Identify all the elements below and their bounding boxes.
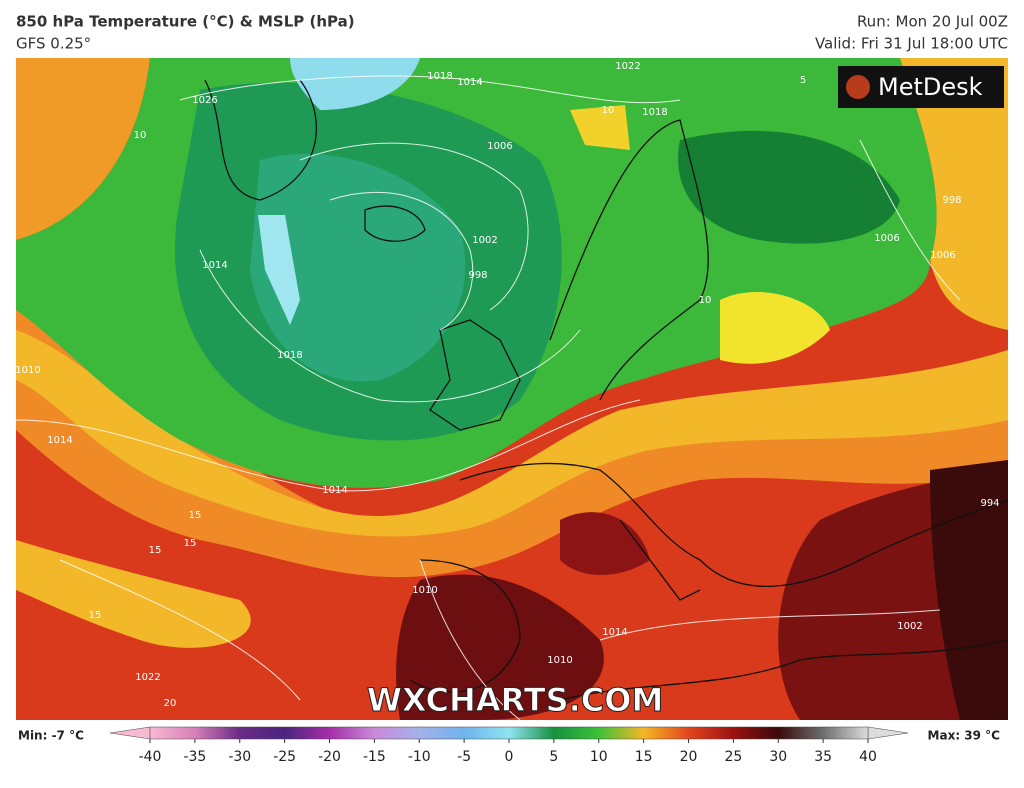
legend-tick-label: 40 <box>859 749 877 765</box>
legend-tick-label: 35 <box>814 749 832 765</box>
legend-tick-label: -30 <box>228 749 251 765</box>
contour-label: 998 <box>468 270 487 281</box>
contour-label: 1010 <box>15 365 40 376</box>
contour-label: 1014 <box>202 260 227 271</box>
contour-label: 1018 <box>427 71 452 82</box>
legend-tick-label: -40 <box>139 749 162 765</box>
legend-min: Min: -7 °C <box>18 729 84 743</box>
watermark: WXCHARTS.COM <box>367 681 664 719</box>
contour-label: 10 <box>134 130 147 141</box>
contour-label: 1010 <box>412 585 437 596</box>
legend-tick-label: -10 <box>408 749 431 765</box>
contour-label: 10 <box>699 295 712 306</box>
contour-label: 1006 <box>930 250 955 261</box>
subtitle: GFS 0.25° <box>16 35 91 53</box>
legend-tick-label: 0 <box>505 749 514 765</box>
legend-tick-label: -20 <box>318 749 341 765</box>
contour-label: 1006 <box>874 233 899 244</box>
legend-tick-label: 20 <box>680 749 698 765</box>
contour-label: 1014 <box>602 627 627 638</box>
legend-tick-label: -25 <box>273 749 296 765</box>
logo-icon <box>846 75 870 99</box>
legend-end-high <box>867 726 909 740</box>
legend-tick-label: 30 <box>769 749 787 765</box>
contour-label: 1022 <box>615 61 640 72</box>
legend-max: Max: 39 °C <box>928 729 1001 743</box>
legend-bar <box>149 726 869 740</box>
contour-label: 10 <box>602 105 615 116</box>
valid-time: Valid: Fri 31 Jul 18:00 UTC <box>815 35 1008 53</box>
contour-label: 15 <box>89 610 102 621</box>
contour-label: 1002 <box>472 235 497 246</box>
contour-label: 20 <box>164 698 177 709</box>
run-time: Run: Mon 20 Jul 00Z <box>857 13 1008 31</box>
contour-label: 5 <box>800 75 806 86</box>
legend-tick-label: -35 <box>183 749 206 765</box>
legend-tick-label: -5 <box>457 749 471 765</box>
legend-tick-label: 25 <box>724 749 742 765</box>
contour-label: 1010 <box>547 655 572 666</box>
contour-label: 1018 <box>642 107 667 118</box>
legend-tick-label: -15 <box>363 749 386 765</box>
contour-label: 1022 <box>135 672 160 683</box>
contour-label: 1018 <box>277 350 302 361</box>
contour-label: 1014 <box>457 77 482 88</box>
contour-label: 994 <box>980 498 999 509</box>
legend-tick-label: 10 <box>590 749 608 765</box>
legend-tick-label: 5 <box>549 749 558 765</box>
contour-label: 1014 <box>47 435 72 446</box>
contour-label: 1002 <box>897 621 922 632</box>
contour-label: 998 <box>942 195 961 206</box>
contour-label: 15 <box>184 538 197 549</box>
contour-label: 15 <box>189 510 202 521</box>
logo: MetDesk <box>878 73 983 101</box>
contour-label: 15 <box>149 545 162 556</box>
legend-tick-label: 15 <box>635 749 653 765</box>
contour-label: 1026 <box>192 95 217 106</box>
legend-end-low <box>109 726 151 740</box>
contour-label: 1006 <box>487 141 512 152</box>
contour-label: 1014 <box>322 485 347 496</box>
title: 850 hPa Temperature (°C) & MSLP (hPa) <box>16 13 355 31</box>
map <box>16 58 1008 720</box>
